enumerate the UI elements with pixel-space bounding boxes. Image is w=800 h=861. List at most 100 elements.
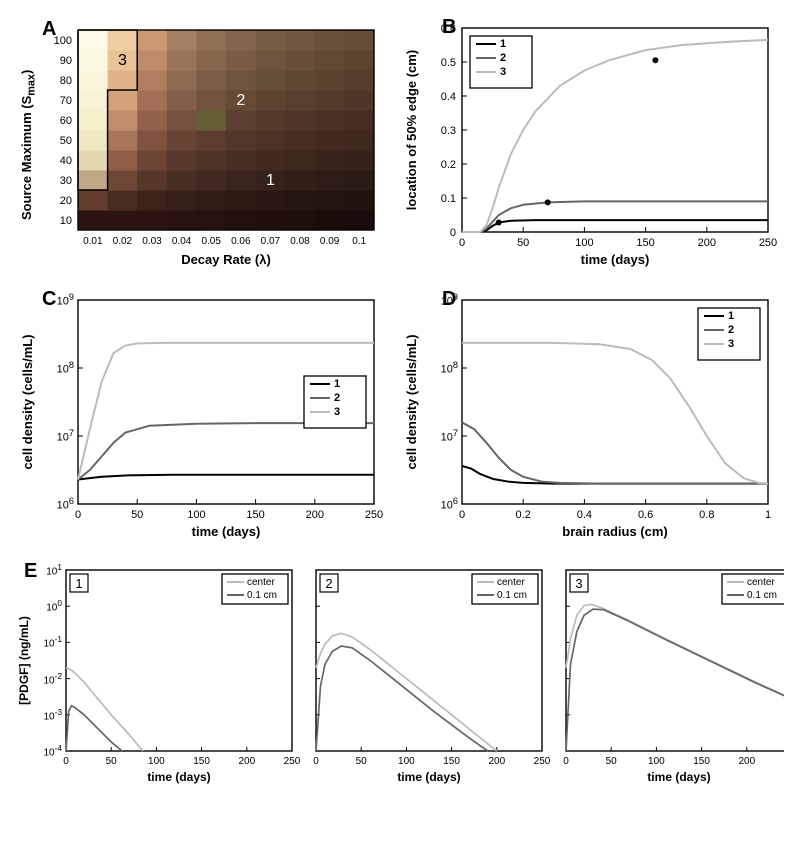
panel-b-label: B [442,16,456,39]
svg-text:10: 10 [60,215,72,227]
svg-text:1: 1 [334,378,340,390]
line-chart-svg: 050100150200250106107108109time (days)ce… [16,288,386,548]
svg-text:0.2: 0.2 [516,509,531,521]
svg-text:50: 50 [60,135,72,147]
svg-text:100: 100 [398,756,415,767]
svg-text:0.3: 0.3 [441,125,456,137]
svg-text:200: 200 [238,756,255,767]
svg-text:30: 30 [60,175,72,187]
svg-text:[PDGF] (ng/mL): [PDGF] (ng/mL) [17,616,31,705]
svg-text:3: 3 [575,576,582,591]
svg-text:cell density (cells/mL): cell density (cells/mL) [20,334,35,469]
svg-text:0.05: 0.05 [201,236,221,247]
panel-e: E 05010015020025010-410-310-210-1100101t… [16,560,784,795]
svg-text:200: 200 [698,237,716,249]
svg-text:0.5: 0.5 [441,57,456,69]
svg-text:100: 100 [148,756,165,767]
svg-text:70: 70 [60,95,72,107]
svg-text:time (days): time (days) [647,770,710,784]
svg-text:0.1 cm: 0.1 cm [247,590,277,601]
svg-text:0: 0 [63,756,69,767]
svg-text:0.08: 0.08 [290,236,310,247]
panel-a-label: A [42,18,56,41]
svg-text:200: 200 [488,756,505,767]
svg-text:center: center [247,577,275,588]
svg-text:2: 2 [334,392,340,404]
line-chart-svg: 00.20.40.60.81106107108109brain radius (… [400,288,780,548]
svg-text:0.09: 0.09 [320,236,340,247]
svg-text:time (days): time (days) [192,524,261,539]
svg-text:0.6: 0.6 [638,509,653,521]
svg-text:0.04: 0.04 [172,236,192,247]
svg-text:0.1: 0.1 [352,236,366,247]
svg-text:250: 250 [365,509,383,521]
svg-text:0.06: 0.06 [231,236,251,247]
svg-text:0.1: 0.1 [441,193,456,205]
row-2: C 050100150200250106107108109time (days)… [16,288,784,548]
panel-d: D 00.20.40.60.81106107108109brain radius… [400,288,780,548]
svg-text:Decay Rate (λ): Decay Rate (λ) [181,252,271,267]
panel-d-label: D [442,288,456,311]
svg-text:150: 150 [246,509,264,521]
svg-text:2: 2 [728,324,734,336]
svg-text:brain radius (cm): brain radius (cm) [562,524,667,539]
svg-text:0: 0 [459,237,465,249]
svg-text:0.07: 0.07 [261,236,281,247]
svg-text:150: 150 [693,756,710,767]
svg-text:1: 1 [266,172,275,189]
svg-text:50: 50 [517,237,529,249]
svg-text:1: 1 [500,38,506,50]
panel-c: C 050100150200250106107108109time (days)… [16,288,386,548]
svg-text:cell density (cells/mL): cell density (cells/mL) [404,334,419,469]
svg-text:0: 0 [563,756,569,767]
svg-text:3: 3 [118,52,127,69]
svg-text:40: 40 [60,155,72,167]
svg-text:50: 50 [131,509,143,521]
svg-text:250: 250 [534,756,551,767]
panel-e-label: E [24,560,37,583]
svg-text:250: 250 [284,756,301,767]
svg-text:50: 50 [606,756,618,767]
svg-text:150: 150 [443,756,460,767]
panel-b: B 05010015020025000.10.20.30.40.50.6time… [400,16,780,276]
svg-text:1: 1 [75,576,82,591]
svg-text:0: 0 [459,509,465,521]
svg-text:0.4: 0.4 [441,91,456,103]
svg-text:80: 80 [60,75,72,87]
svg-text:time (days): time (days) [397,770,460,784]
row-3: E 05010015020025010-410-310-210-1100101t… [16,560,784,795]
svg-text:3: 3 [500,66,506,78]
heatmap-svg: 0.010.020.030.040.050.060.070.080.090.11… [16,16,386,276]
svg-text:0.2: 0.2 [441,159,456,171]
svg-text:90: 90 [60,55,72,67]
svg-text:0.1 cm: 0.1 cm [497,590,527,601]
svg-text:0: 0 [450,227,456,239]
svg-text:0.02: 0.02 [113,236,133,247]
svg-text:200: 200 [306,509,324,521]
panel-a: A 0.010.020.030.040.050.060.070.080.090.… [16,16,386,276]
svg-text:0.1 cm: 0.1 cm [747,590,777,601]
svg-text:0.4: 0.4 [577,509,592,521]
svg-text:100: 100 [575,237,593,249]
svg-text:time (days): time (days) [147,770,210,784]
svg-text:2: 2 [236,92,245,109]
svg-text:20: 20 [60,195,72,207]
svg-text:time (days): time (days) [581,252,650,267]
svg-text:location of 50% edge (cm): location of 50% edge (cm) [404,50,419,210]
row-1: A 0.010.020.030.040.050.060.070.080.090.… [16,16,784,276]
svg-text:60: 60 [60,115,72,127]
line-chart-svg: 05010015020025000.10.20.30.40.50.6time (… [400,16,780,276]
svg-text:0.01: 0.01 [83,236,103,247]
svg-text:3: 3 [334,406,340,418]
svg-text:center: center [747,577,775,588]
svg-text:250: 250 [759,237,777,249]
svg-text:2: 2 [500,52,506,64]
svg-text:0: 0 [75,509,81,521]
svg-text:2: 2 [325,576,332,591]
svg-text:0: 0 [313,756,319,767]
svg-text:150: 150 [636,237,654,249]
svg-text:0.8: 0.8 [699,509,714,521]
svg-text:100: 100 [187,509,205,521]
multi-line-chart-svg: 05010015020025010-410-310-210-1100101tim… [16,560,784,795]
svg-text:1: 1 [765,509,771,521]
